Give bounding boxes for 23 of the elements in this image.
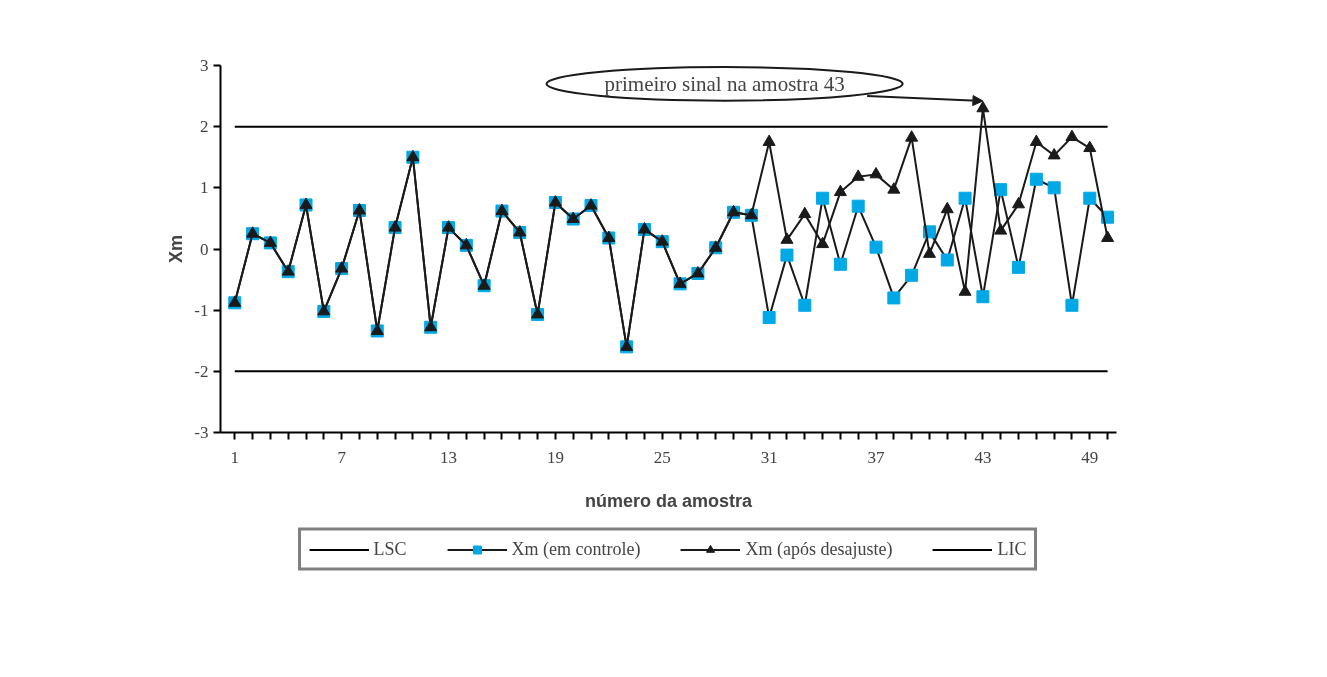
- x-tick-label: 19: [546, 447, 564, 467]
- x-tick-label: 7: [337, 447, 347, 467]
- x-tick-label: 1: [230, 447, 239, 467]
- y-tick-label: 2: [200, 117, 209, 137]
- legend-label: LSC: [373, 538, 407, 560]
- y-tick-label: 3: [200, 56, 209, 75]
- y-tick-label: -3: [194, 423, 209, 442]
- y-tick-label: 1: [200, 178, 209, 198]
- legend-label: Xm (em controle): [511, 538, 641, 560]
- y-tick-label: -2: [194, 361, 209, 381]
- x-tick-label: 31: [760, 447, 778, 467]
- annotation: primeiro sinal na amostra 43: [604, 71, 845, 96]
- legend-label: Xm (após desajuste): [745, 538, 893, 560]
- x-tick-label: 13: [440, 447, 458, 467]
- x-tick-label: 43: [974, 447, 992, 467]
- legend-label: LIC: [997, 538, 1027, 560]
- y-tick-label: -1: [194, 300, 209, 320]
- x-tick-label: 37: [867, 447, 886, 467]
- y-axis-title: Xm: [166, 234, 187, 264]
- x-axis-title: número da amostra: [584, 490, 754, 511]
- x-tick-label: 25: [653, 447, 671, 467]
- y-tick-label: 0: [200, 239, 209, 259]
- x-tick-label: 49: [1081, 447, 1099, 467]
